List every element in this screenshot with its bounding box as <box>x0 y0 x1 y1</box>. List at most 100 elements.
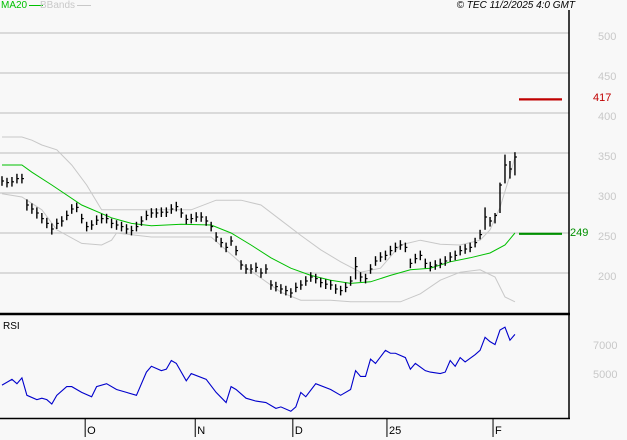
price-bar <box>80 213 84 224</box>
price-bar <box>275 281 278 292</box>
price-bar <box>260 268 263 278</box>
price-bar <box>56 218 59 229</box>
price-bar <box>135 221 139 232</box>
price-bar <box>210 221 214 232</box>
price-bar <box>235 245 239 256</box>
price-bar <box>315 273 318 284</box>
price-bar <box>120 221 124 232</box>
price-bar <box>325 279 328 289</box>
price-bar <box>310 272 313 282</box>
rsi-tick-label: 7000 <box>593 340 618 352</box>
price-bar <box>290 288 293 298</box>
price-bar <box>46 217 49 229</box>
price-bar <box>26 199 29 211</box>
price-bar <box>160 207 164 217</box>
ma20-line <box>2 164 516 284</box>
price-bar <box>339 285 343 296</box>
price-bar <box>71 204 74 214</box>
price-bar <box>36 207 39 219</box>
price-bar <box>359 272 363 282</box>
price-bar <box>344 282 348 293</box>
rsi-line <box>1 326 516 412</box>
price-bar <box>165 207 169 217</box>
price-grid <box>0 32 569 274</box>
price-bar <box>489 217 493 227</box>
price-bar <box>394 242 398 253</box>
bband-upper-line <box>2 136 516 273</box>
bband-lower-line <box>1 193 516 303</box>
price-bar <box>255 262 258 273</box>
date-ticks <box>84 419 494 437</box>
price-bar <box>509 161 512 179</box>
price-bar <box>185 214 189 225</box>
price-bar <box>409 258 413 269</box>
price-bar <box>499 182 502 213</box>
price-bar <box>180 208 184 218</box>
price-bar <box>349 276 353 286</box>
price-bar <box>195 212 199 222</box>
price-bar <box>300 280 303 290</box>
price-bar <box>125 224 129 234</box>
price-bar <box>384 250 388 261</box>
date-tick-label: O <box>87 425 96 437</box>
price-bar <box>459 245 463 256</box>
price-bar <box>205 216 209 226</box>
date-tick-label: D <box>294 425 303 437</box>
legend-bbands-swatch <box>77 4 92 6</box>
price-bar <box>454 250 458 261</box>
price-bar <box>225 242 229 253</box>
level-label-417: 417 <box>593 92 612 105</box>
legend-ma20-swatch <box>29 4 44 6</box>
price-bar <box>66 210 69 221</box>
indicator-lines <box>1 136 516 303</box>
price-bar <box>449 252 453 262</box>
price-bar <box>100 213 104 224</box>
price-bar <box>444 256 448 266</box>
price-bar <box>145 210 149 221</box>
price-bar <box>90 220 94 230</box>
price-bar <box>16 173 19 184</box>
price-bar <box>484 207 488 230</box>
price-bar <box>469 242 473 253</box>
price-bar <box>230 236 234 246</box>
level-label-249: 249 <box>570 226 589 239</box>
price-bar <box>354 257 358 280</box>
price-bar <box>21 173 24 184</box>
price-bar <box>215 232 219 242</box>
price-bar <box>75 202 79 213</box>
rsi-title: RSI <box>3 321 20 332</box>
y-tick-label: 300 <box>598 191 617 203</box>
price-bar <box>240 260 244 270</box>
price-bar <box>494 213 498 224</box>
price-bar <box>414 253 418 264</box>
price-bar <box>334 284 338 294</box>
date-tick-label: F <box>495 425 502 437</box>
price-bar <box>41 213 44 224</box>
price-bar <box>51 223 54 235</box>
price-bar <box>220 237 224 248</box>
date-tick-label: 25 <box>388 425 402 437</box>
price-bar <box>85 221 89 232</box>
price-bar <box>379 252 383 262</box>
price-bars <box>1 152 517 298</box>
price-bar <box>404 242 408 253</box>
legend-bbands-label: BBands <box>40 0 76 11</box>
price-bar <box>439 258 443 269</box>
price-bar <box>95 215 99 225</box>
y-tick-label: 250 <box>598 231 617 243</box>
price-bar <box>245 264 249 274</box>
price-bar <box>265 264 268 274</box>
price-bar <box>280 284 283 294</box>
price-bar <box>399 240 403 250</box>
level-markers <box>519 98 562 235</box>
y-tick-label: 400 <box>598 111 617 123</box>
price-bar <box>504 154 507 184</box>
date-tick-label: N <box>197 425 206 437</box>
y-tick-label: 350 <box>598 151 617 163</box>
legend-ma20-label: MA20 <box>1 0 28 11</box>
price-bar <box>190 213 194 224</box>
copyright-timestamp: © TEC 11/2/2025 4:0 GMT <box>456 0 575 11</box>
price-bar <box>150 208 154 218</box>
legend-bbands: BBands <box>40 0 92 12</box>
